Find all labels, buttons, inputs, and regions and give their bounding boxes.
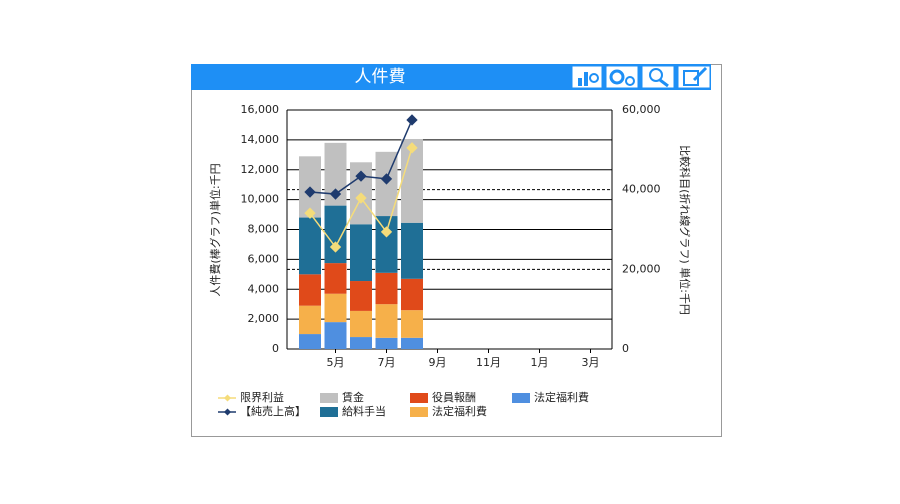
legend-swatch — [320, 393, 338, 403]
legend-label: 法定福利費 — [432, 404, 487, 418]
panel — [191, 64, 722, 437]
chart-title: 人件費 — [355, 67, 406, 87]
bar — [324, 263, 347, 294]
icon — [578, 78, 582, 86]
toolbar — [571, 65, 711, 89]
marker — [380, 173, 393, 185]
y2-axis-label: 比較科目(折れ線グラフ) 単位:千円 — [678, 145, 692, 315]
x-tick-label: 7月 — [378, 356, 396, 369]
x-tick-label: 9月 — [429, 356, 447, 369]
x-tick-label: 1月 — [531, 356, 549, 369]
bar — [401, 310, 423, 338]
legend-label: 限界利益 — [240, 390, 284, 404]
bar — [299, 274, 321, 306]
x-tick-label: 3月 — [582, 356, 600, 369]
y-tick-label: 14,000 — [241, 133, 280, 146]
marker — [304, 186, 316, 198]
y-tick-label: 12,000 — [241, 163, 280, 176]
bar — [350, 224, 372, 282]
icon — [589, 73, 599, 83]
bar — [401, 278, 423, 311]
bar — [375, 337, 398, 349]
marker — [380, 226, 393, 238]
icon — [692, 66, 708, 82]
y-tick-label: 8,000 — [248, 223, 280, 236]
marker — [355, 192, 367, 204]
y-axis-label: 人件費(棒グラフ)単位:千円 — [208, 163, 222, 296]
marker — [329, 241, 342, 253]
bar — [324, 322, 347, 349]
icon — [609, 69, 625, 85]
bar — [324, 293, 347, 323]
marker — [406, 142, 418, 154]
legend-label: 賃金 — [342, 390, 364, 404]
bar — [401, 139, 423, 223]
x-tick-label: 11月 — [476, 356, 501, 369]
icon — [625, 76, 635, 86]
bar — [324, 205, 347, 264]
y-tick-label: 6,000 — [248, 252, 280, 265]
bar — [401, 222, 423, 279]
legend-swatch — [410, 407, 428, 417]
y-tick-label: 4,000 — [248, 282, 280, 295]
legend-swatch — [223, 408, 232, 416]
bar — [350, 281, 372, 311]
marker — [304, 207, 316, 219]
bar — [375, 304, 398, 338]
legend-label: 役員報酬 — [432, 390, 476, 404]
marker — [355, 170, 367, 182]
legend-label: 【純売上高】 — [240, 404, 306, 418]
y2-tick-label: 0 — [622, 342, 629, 355]
y-tick-label: 10,000 — [241, 193, 280, 206]
legend-swatch — [320, 407, 338, 417]
icon — [584, 72, 588, 86]
legend-swatch — [223, 394, 232, 402]
marker — [329, 188, 342, 200]
y2-tick-label: 20,000 — [622, 262, 661, 275]
bar — [350, 310, 372, 338]
bar — [375, 216, 398, 273]
legend-swatch — [410, 393, 428, 403]
bar — [299, 217, 321, 275]
legend-label: 給料手当 — [342, 404, 386, 418]
bar — [350, 337, 372, 349]
bar — [375, 272, 398, 305]
legend-swatch — [512, 393, 530, 403]
y-tick-label: 2,000 — [248, 312, 280, 325]
legend-label: 法定福利費 — [534, 390, 589, 404]
y-tick-label: 0 — [272, 342, 279, 355]
icon — [659, 78, 669, 88]
y2-tick-label: 40,000 — [622, 183, 661, 196]
bar — [401, 337, 423, 349]
y2-tick-label: 60,000 — [622, 103, 661, 116]
y-tick-label: 16,000 — [241, 103, 280, 116]
icon — [649, 68, 663, 82]
bar — [299, 305, 321, 335]
bar — [299, 334, 321, 349]
x-tick-label: 5月 — [327, 356, 345, 369]
